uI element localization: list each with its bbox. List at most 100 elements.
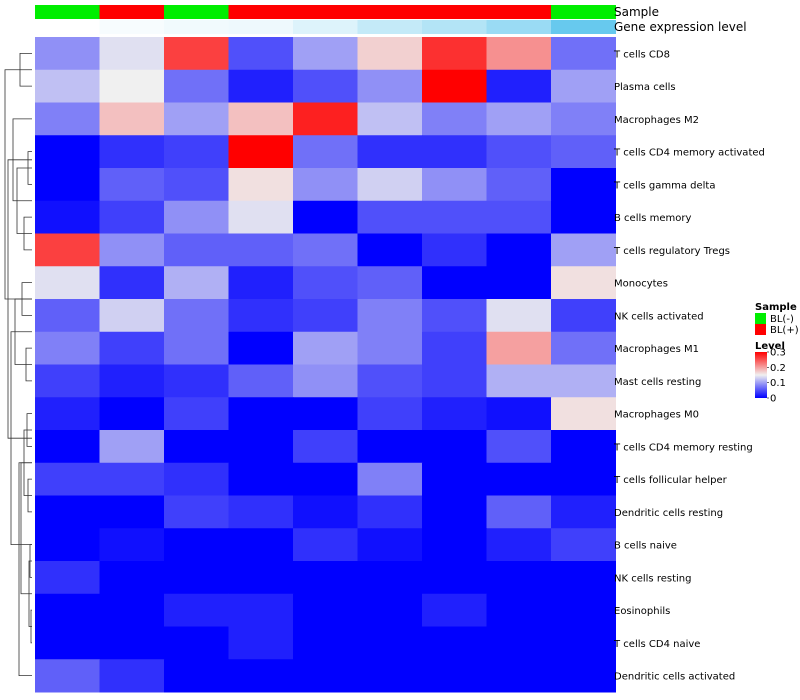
row-label-t-cells-cd4-memory-resting: T cells CD4 memory resting xyxy=(613,442,753,453)
heatmap-cell xyxy=(293,626,358,660)
legend-label-bl-pos: BL(+) xyxy=(770,325,799,336)
heatmap-cell xyxy=(357,397,423,431)
expression-annotation-cell xyxy=(164,20,229,34)
heatmap-cell xyxy=(164,331,229,365)
heatmap-cell xyxy=(486,528,552,562)
heatmap-cell xyxy=(99,233,165,267)
heatmap-cell xyxy=(99,102,165,136)
heatmap-cell xyxy=(228,495,294,529)
row-label-t-cells-cd4-memory-activated: T cells CD4 memory activated xyxy=(613,148,765,159)
heatmap-cell xyxy=(35,135,100,169)
heatmap-cell xyxy=(486,397,552,431)
heatmap-cell xyxy=(293,495,358,529)
heatmap-cell xyxy=(357,37,423,71)
annotation-label-sample: Sample xyxy=(614,5,659,19)
heatmap-cell xyxy=(228,331,294,365)
heatmap-cell xyxy=(357,659,423,693)
heatmap-cell xyxy=(293,659,358,693)
heatmap-cell xyxy=(357,364,423,398)
heatmap-cell xyxy=(35,37,100,71)
row-label-t-cells-follicular-helper: T cells follicular helper xyxy=(613,475,728,486)
heatmap-cell xyxy=(422,266,487,300)
heatmap-cell xyxy=(99,135,165,169)
column-annotations xyxy=(35,5,616,34)
legend-level-title: Level xyxy=(755,341,785,352)
heatmap-cell xyxy=(228,135,294,169)
heatmap-cell xyxy=(99,561,165,595)
heatmap-cell xyxy=(99,168,165,202)
heatmap-cell xyxy=(486,331,552,365)
expression-annotation-cell xyxy=(99,20,165,34)
heatmap-cell xyxy=(551,593,616,627)
heatmap-cell xyxy=(99,331,165,365)
expression-annotation-cell xyxy=(228,20,294,34)
heatmap-cell xyxy=(551,168,616,202)
legend-sample-title: Sample xyxy=(755,302,797,313)
sample-annotation-cell xyxy=(164,5,229,19)
sample-annotation-cell xyxy=(422,5,487,19)
heatmap-cell xyxy=(293,168,358,202)
heatmap-cell xyxy=(486,593,552,627)
row-label-plasma-cells: Plasma cells xyxy=(614,82,676,93)
expression-annotation-cell xyxy=(486,20,552,34)
heatmap-cell xyxy=(228,561,294,595)
heatmap-cell xyxy=(164,593,229,627)
heatmap-cell xyxy=(357,561,423,595)
heatmap-cell xyxy=(422,331,487,365)
heatmap-cell xyxy=(551,102,616,136)
heatmap-cell xyxy=(228,430,294,464)
heatmap-cell xyxy=(422,299,487,333)
heatmap-cell xyxy=(164,168,229,202)
heatmap-cell xyxy=(35,69,100,103)
heatmap-cell xyxy=(228,593,294,627)
heatmap-cell xyxy=(35,528,100,562)
heatmap-cell xyxy=(486,495,552,529)
heatmap-cell xyxy=(35,200,100,234)
heatmap-cell xyxy=(99,430,165,464)
legend-level-tick-label: 0.1 xyxy=(770,378,786,389)
heatmap-cell xyxy=(486,561,552,595)
expression-annotation-cell xyxy=(293,20,358,34)
heatmap-cell xyxy=(357,495,423,529)
heatmap-cell xyxy=(422,37,487,71)
heatmap-cell xyxy=(486,299,552,333)
heatmap-cell xyxy=(293,69,358,103)
heatmap-cell xyxy=(551,299,616,333)
heatmap-cell xyxy=(293,299,358,333)
heatmap-cell xyxy=(164,561,229,595)
heatmap-cell xyxy=(228,102,294,136)
heatmap-cell xyxy=(422,626,487,660)
row-label-dendritic-cells-resting: Dendritic cells resting xyxy=(614,508,723,519)
heatmap-cell xyxy=(422,102,487,136)
heatmap-cell xyxy=(551,135,616,169)
heatmap-cell xyxy=(99,266,165,300)
heatmap-cell xyxy=(35,462,100,496)
heatmap-cell xyxy=(293,430,358,464)
heatmap-cell xyxy=(357,135,423,169)
heatmap-cell xyxy=(551,626,616,660)
heatmap-cell xyxy=(357,299,423,333)
heatmap-cell xyxy=(486,102,552,136)
heatmap-cell xyxy=(422,462,487,496)
heatmap-cell xyxy=(228,364,294,398)
heatmap-cell xyxy=(422,233,487,267)
heatmap-cell xyxy=(35,593,100,627)
heatmap-cell xyxy=(99,462,165,496)
expression-annotation-cell xyxy=(35,20,100,34)
sample-annotation-cell xyxy=(228,5,294,19)
heatmap-cell xyxy=(35,397,100,431)
heatmap-cell xyxy=(164,102,229,136)
heatmap-cell xyxy=(99,495,165,529)
heatmap-cell xyxy=(228,37,294,71)
heatmap-cell xyxy=(293,364,358,398)
heatmap-cell xyxy=(486,69,552,103)
legend-swatch-bl-neg xyxy=(755,313,766,324)
heatmap-cell xyxy=(228,626,294,660)
heatmap-cell xyxy=(35,364,100,398)
legend-level-tick-label: 0 xyxy=(770,394,776,405)
heatmap-cell xyxy=(422,528,487,562)
heatmap-cell xyxy=(293,561,358,595)
heatmap-cell xyxy=(422,364,487,398)
heatmap-cell xyxy=(164,200,229,234)
